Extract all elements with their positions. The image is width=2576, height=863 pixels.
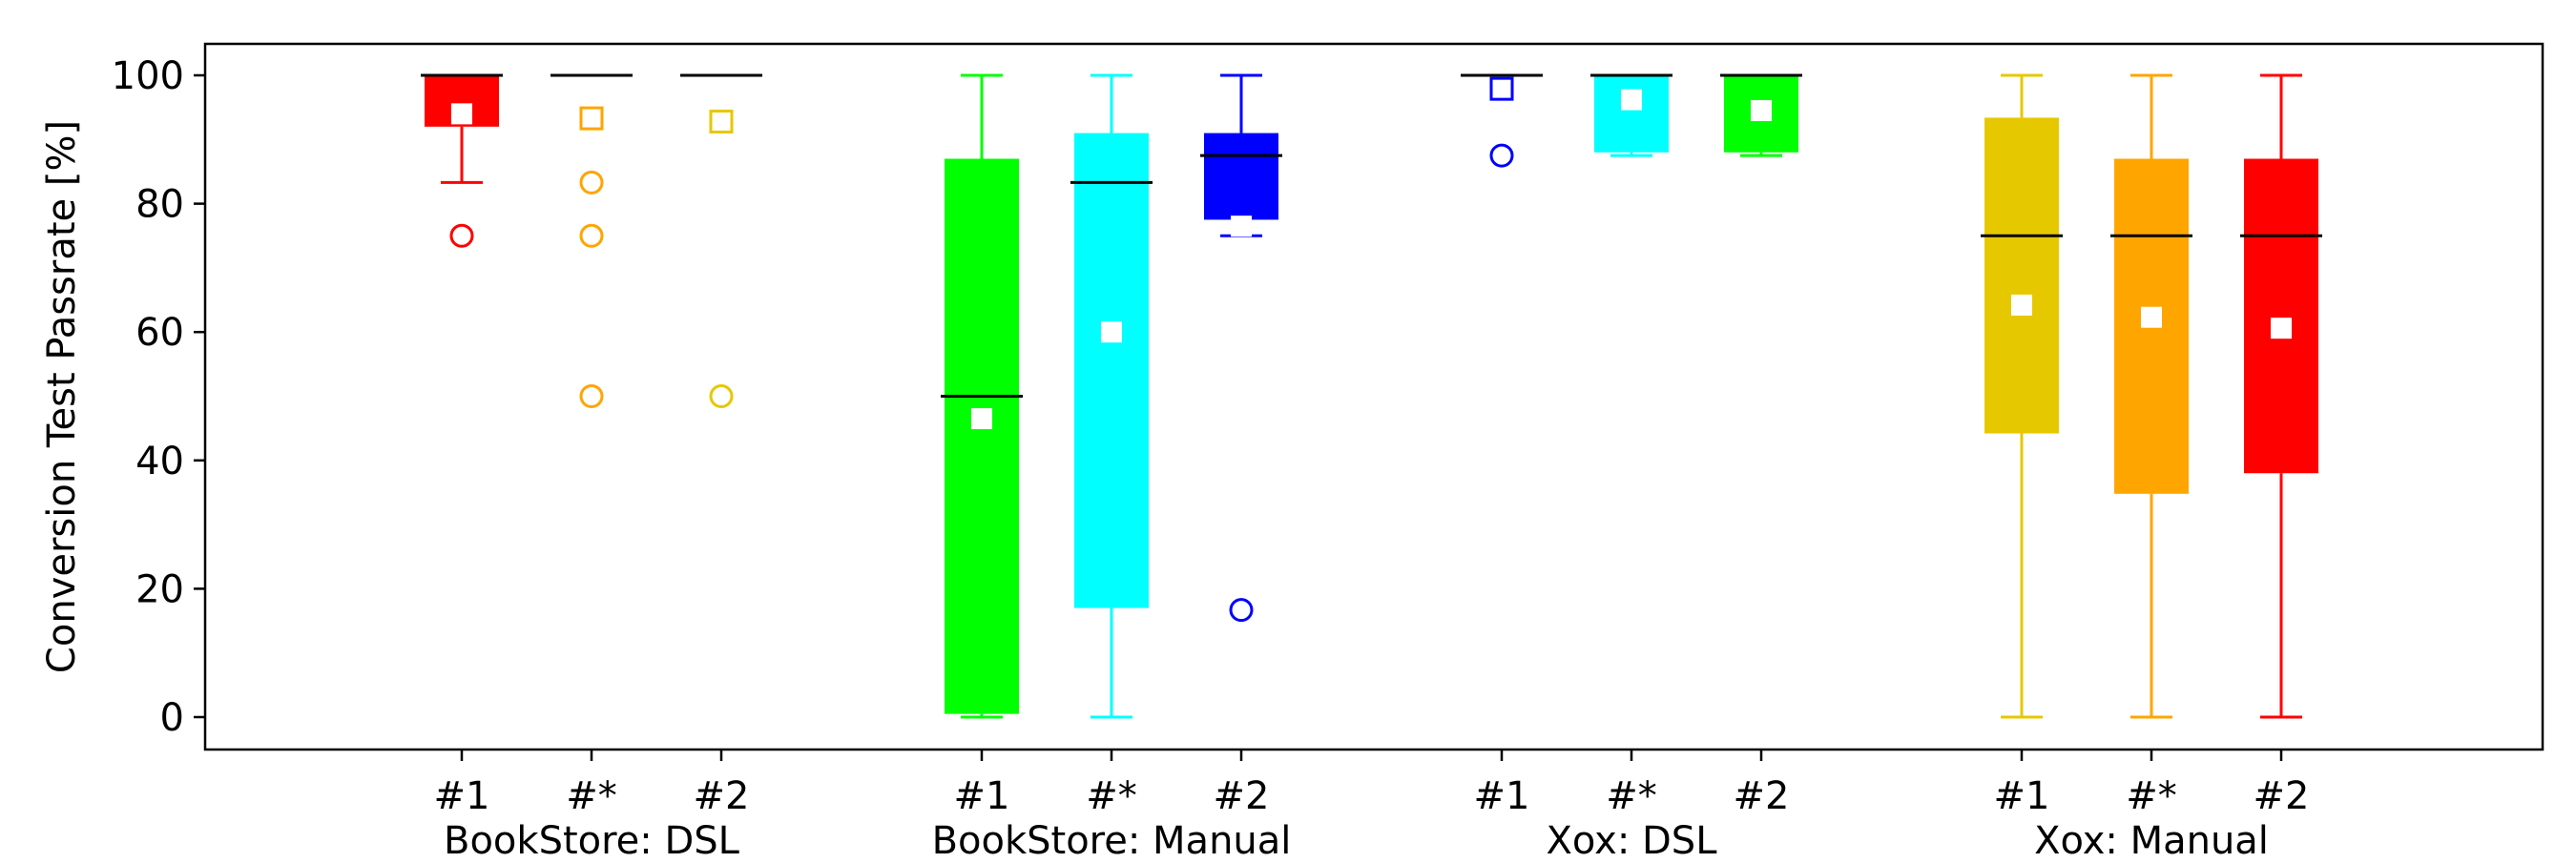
x-tick-label: #* <box>1606 774 1657 818</box>
group-label: BookStore: DSL <box>444 819 740 858</box>
mean-marker <box>579 106 604 131</box>
x-tick-label: #1 <box>954 774 1010 818</box>
mean-marker <box>1751 100 1772 122</box>
outlier-point <box>1489 143 1514 168</box>
box-body <box>945 158 1019 714</box>
plot-marks <box>421 73 2322 719</box>
box-series <box>2240 73 2322 719</box>
box-body <box>1594 75 1669 153</box>
outlier-point <box>709 384 734 408</box>
x-tick-label: #* <box>1086 774 1137 818</box>
y-tick-label: 100 <box>112 54 184 98</box>
y-axis: 0 20 40 60 80 100 <box>112 54 205 740</box>
box-body <box>1984 117 2059 434</box>
box-series <box>2110 73 2192 719</box>
mean-marker <box>971 408 992 430</box>
x-tick-label: #1 <box>434 774 490 818</box>
box-body <box>2244 158 2318 474</box>
mean-marker <box>2141 306 2162 328</box>
group-label: Xox: DSL <box>1547 819 1718 858</box>
x-tick-label: #* <box>566 774 617 818</box>
plot-frame <box>203 42 2545 751</box>
x-tick-label: #2 <box>2254 774 2310 818</box>
mean-marker <box>709 109 734 134</box>
box-series <box>1590 73 1672 157</box>
box-series <box>421 73 503 248</box>
mean-marker <box>1621 89 1642 111</box>
mean-marker <box>1231 216 1252 237</box>
box-series <box>941 73 1023 719</box>
outlier-point <box>579 384 604 408</box>
box-series <box>551 73 633 408</box>
x-tick-label: #1 <box>1994 774 2050 818</box>
mean-marker <box>1489 76 1514 101</box>
box-series <box>680 73 762 408</box>
x-tick-label: #* <box>2126 774 2177 818</box>
box-series <box>1461 73 1543 168</box>
x-tick-label: #1 <box>1474 774 1530 818</box>
mean-marker <box>1101 321 1122 343</box>
outlier-point <box>1229 598 1254 623</box>
mean-marker <box>2011 294 2032 316</box>
y-tick-label: 40 <box>135 440 184 483</box>
outlier-point <box>579 223 604 248</box>
group-label: BookStore: Manual <box>932 819 1292 858</box>
x-tick-label: #2 <box>694 774 750 818</box>
x-tick-label: #2 <box>1734 774 1790 818</box>
box-series <box>1981 73 2063 719</box>
x-tick-label: #2 <box>1214 774 1270 818</box>
box-body <box>1204 133 1278 220</box>
mean-marker <box>451 103 472 125</box>
box-series <box>1200 73 1282 623</box>
outlier-point <box>449 223 474 248</box>
box-body <box>1074 133 1149 608</box>
group-label: Xox: Manual <box>2034 819 2269 858</box>
box-series <box>1720 73 1802 157</box>
y-tick-label: 80 <box>135 183 184 227</box>
box-series <box>1070 73 1153 719</box>
y-axis-title: Conversion Test Passrate [%] <box>40 120 84 673</box>
y-tick-label: 0 <box>160 696 184 740</box>
y-tick-label: 20 <box>135 567 184 611</box>
outlier-point <box>579 170 604 195</box>
mean-marker <box>2271 318 2292 339</box>
y-tick-label: 60 <box>135 311 184 355</box>
